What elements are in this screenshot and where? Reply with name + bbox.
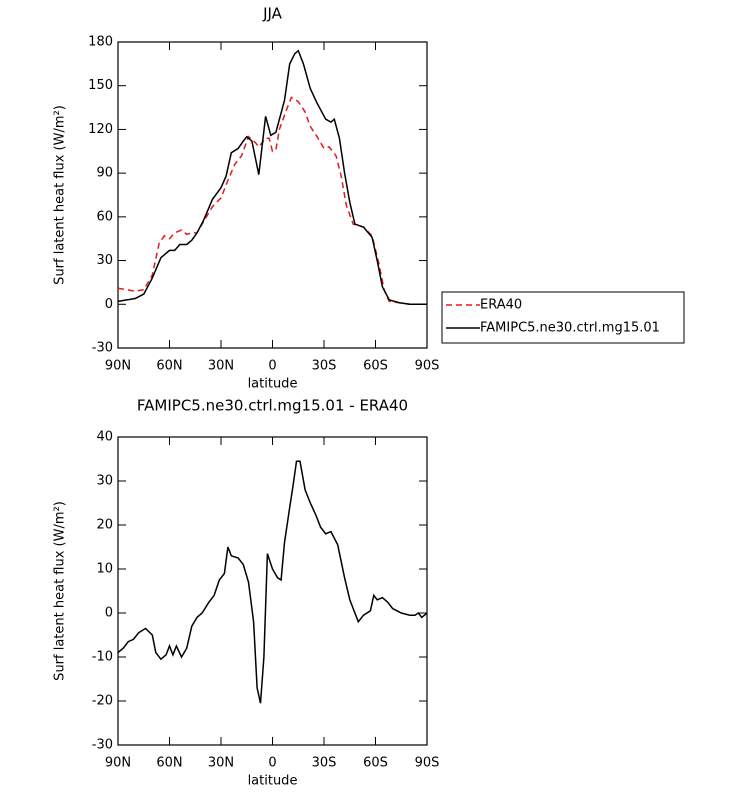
x-tick-label: 60N	[156, 756, 182, 771]
x-tick-label: 60N	[156, 359, 182, 374]
y-tick-label: -10	[92, 650, 113, 665]
plot-frame	[117, 41, 428, 349]
y-tick-label: 30	[96, 474, 113, 489]
y-tick-label: 180	[88, 35, 113, 50]
y-axis-label: Surf latent heat flux (W/m²)	[53, 105, 68, 285]
y-tick-label: 30	[96, 253, 113, 268]
x-tick-label: 90N	[105, 756, 131, 771]
y-tick-label: 60	[96, 209, 113, 224]
data-line	[117, 49, 427, 306]
y-tick-label: 0	[105, 297, 113, 312]
y-tick-label: -30	[92, 738, 113, 753]
x-tick-label: 30S	[312, 359, 337, 374]
data-line	[117, 460, 428, 704]
plot-frame	[117, 436, 428, 746]
x-axis-label: latitude	[248, 377, 298, 392]
x-tick-label: 30S	[312, 756, 337, 771]
y-tick-label: -30	[92, 341, 113, 356]
y-tick-label: 40	[96, 430, 113, 445]
legend-label: FAMIPC5.ne30.ctrl.mg15.01	[480, 321, 660, 336]
y-tick-label: -20	[92, 694, 113, 709]
y-tick-label: 0	[105, 606, 113, 621]
x-tick-label: 0	[268, 359, 276, 374]
y-tick-label: 120	[88, 122, 113, 137]
x-tick-label: 90N	[105, 359, 131, 374]
x-tick-label: 0	[268, 756, 276, 771]
x-tick-label: 60S	[363, 359, 388, 374]
x-tick-label: 60S	[363, 756, 388, 771]
x-tick-label: 30N	[208, 359, 234, 374]
chart-title: JJA	[262, 5, 283, 23]
y-axis-label: Surf latent heat flux (W/m²)	[53, 501, 68, 681]
y-tick-label: 10	[96, 562, 113, 577]
legend-box	[441, 291, 685, 344]
y-tick-label: 20	[96, 518, 113, 533]
x-tick-label: 90S	[415, 756, 440, 771]
y-tick-label: 90	[96, 166, 113, 181]
data-line	[117, 96, 427, 306]
x-axis-label: latitude	[248, 774, 298, 789]
legend-label: ERA40	[480, 298, 522, 313]
x-tick-label: 90S	[415, 359, 440, 374]
x-tick-label: 30N	[208, 756, 234, 771]
chart-title: FAMIPC5.ne30.ctrl.mg15.01 - ERA40	[137, 397, 408, 415]
y-tick-label: 150	[88, 78, 113, 93]
